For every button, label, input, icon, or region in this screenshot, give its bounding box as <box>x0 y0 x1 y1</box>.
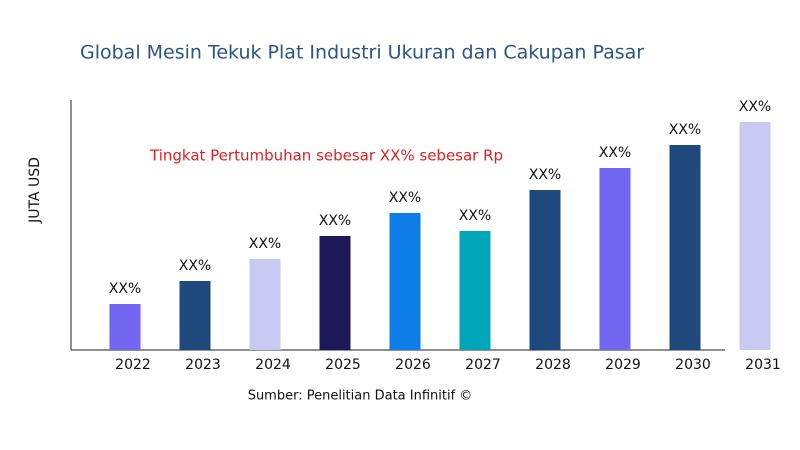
bar <box>249 259 281 350</box>
x-tick-label: 2031 <box>745 357 781 373</box>
bar <box>389 213 421 350</box>
y-axis-label: JUTA USD <box>27 157 43 224</box>
x-tick-label: 2028 <box>535 357 571 373</box>
value-label: XX% <box>459 208 491 224</box>
source: Sumber: Penelitian Data Infinitif © <box>248 389 473 404</box>
value-label: XX% <box>319 213 351 229</box>
annotation: Tingkat Pertumbuhan sebesar XX% sebesar … <box>149 147 503 165</box>
chart-title: Global Mesin Tekuk Plat Industri Ukuran … <box>80 42 644 64</box>
value-label: XX% <box>249 236 281 252</box>
value-label: XX% <box>669 122 701 138</box>
x-tick-label: 2023 <box>185 357 221 373</box>
value-label: XX% <box>179 258 211 274</box>
x-tick-label: 2030 <box>675 357 711 373</box>
bar <box>459 231 491 350</box>
bar <box>669 145 701 350</box>
value-label: XX% <box>389 190 421 206</box>
bar <box>599 168 631 350</box>
value-label: XX% <box>599 145 631 161</box>
bar <box>319 236 351 350</box>
x-tick-label: 2022 <box>115 357 151 373</box>
x-tick-label: 2026 <box>395 357 431 373</box>
bar <box>109 304 141 350</box>
value-label: XX% <box>529 167 561 183</box>
value-label: XX% <box>739 99 771 115</box>
x-tick-label: 2025 <box>325 357 361 373</box>
bar <box>739 122 771 350</box>
x-tick-label: 2024 <box>255 357 291 373</box>
x-tick-label: 2029 <box>605 357 641 373</box>
bar <box>529 190 561 350</box>
value-label: XX% <box>109 281 141 297</box>
x-tick-label: 2027 <box>465 357 501 373</box>
bar <box>179 281 211 350</box>
